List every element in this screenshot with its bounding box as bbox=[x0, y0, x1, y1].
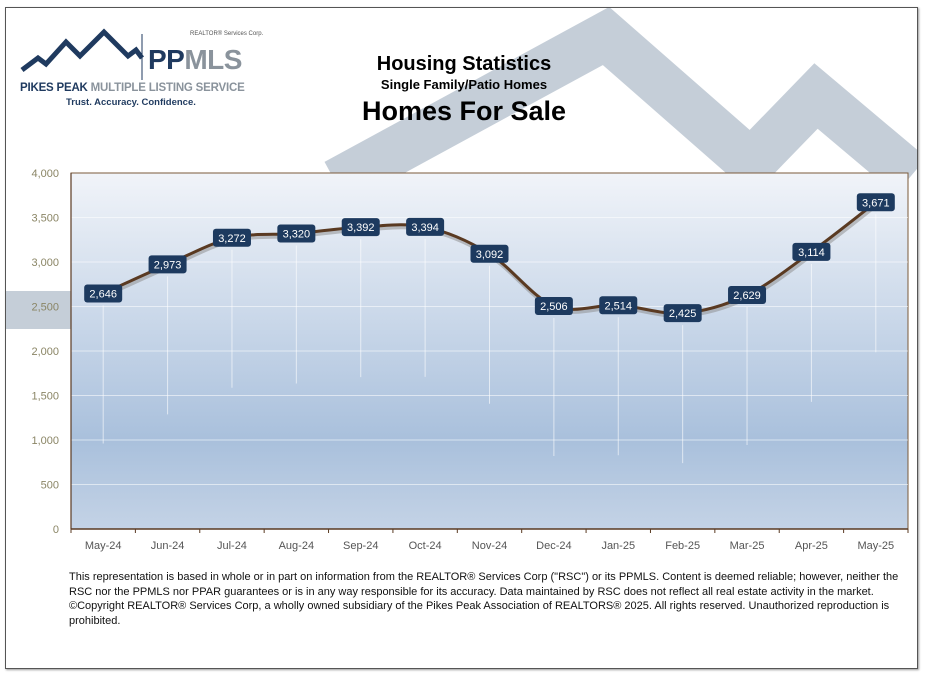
data-label-box bbox=[277, 224, 316, 243]
x-tick-label: Jul-24 bbox=[217, 540, 247, 552]
page-subtitle: Single Family/Patio Homes bbox=[380, 77, 548, 92]
x-tick-label: Jun-24 bbox=[151, 540, 185, 552]
data-label-box bbox=[856, 193, 895, 212]
data-label: 3,114 bbox=[798, 247, 825, 259]
x-tick-label: Nov-24 bbox=[472, 540, 507, 552]
data-label: 2,973 bbox=[154, 259, 182, 271]
x-tick-label: Feb-25 bbox=[665, 540, 700, 552]
y-tick-label: 2,000 bbox=[31, 346, 59, 358]
data-label-box bbox=[406, 217, 445, 236]
data-label: 3,272 bbox=[218, 233, 246, 245]
mountain-watermark-icon bbox=[6, 8, 917, 329]
data-label: 3,392 bbox=[347, 222, 375, 234]
logo-wordmark: PPMLS bbox=[148, 44, 242, 75]
data-label: 3,320 bbox=[283, 229, 311, 241]
x-tick-label: Oct-24 bbox=[409, 540, 442, 552]
data-label: 2,506 bbox=[540, 301, 568, 313]
corp-tag: REALTOR® Services Corp. bbox=[190, 31, 264, 37]
data-label-box bbox=[341, 218, 380, 237]
logo-subtitle: PIKES PEAK MULTIPLE LISTING SERVICE bbox=[20, 82, 245, 94]
x-tick-label: Apr-25 bbox=[795, 540, 828, 552]
y-tick-label: 3,000 bbox=[31, 257, 59, 269]
y-tick-label: 500 bbox=[41, 480, 59, 492]
data-label-box bbox=[599, 296, 638, 315]
disclaimer-text: This representation is based in whole or… bbox=[69, 571, 899, 627]
mountains-logo-icon bbox=[20, 28, 144, 80]
data-label-box bbox=[84, 284, 123, 303]
x-tick-label: Dec-24 bbox=[536, 540, 571, 552]
y-tick-label: 4,000 bbox=[31, 168, 59, 180]
y-tick-label: 0 bbox=[53, 524, 59, 536]
y-tick-label: 3,500 bbox=[31, 213, 59, 225]
x-tick-label: May-24 bbox=[85, 540, 122, 552]
data-label-box bbox=[534, 296, 573, 315]
data-label-box bbox=[470, 244, 509, 263]
page-title: Housing Statistics bbox=[376, 53, 552, 75]
data-label: 3,394 bbox=[411, 222, 439, 234]
y-tick-label: 1,000 bbox=[31, 435, 59, 447]
logo-tagline: Trust. Accuracy. Confidence. bbox=[66, 97, 196, 108]
data-label-box bbox=[728, 286, 767, 305]
data-label: 2,425 bbox=[669, 308, 697, 320]
data-label: 2,514 bbox=[605, 300, 633, 312]
y-tick-label: 1,500 bbox=[31, 391, 59, 403]
line-chart: 0 500 1,000 1,500 2,000 2,500 3,000 3,500 4,000 M… bbox=[31, 168, 909, 552]
data-label: 3,092 bbox=[476, 249, 504, 261]
chart-title: Homes For Sale bbox=[361, 96, 567, 126]
data-label-box bbox=[663, 304, 702, 323]
data-label: 3,671 bbox=[862, 197, 890, 209]
x-tick-label: Mar-25 bbox=[730, 540, 765, 552]
x-tick-label: Sep-24 bbox=[343, 540, 378, 552]
x-tick-label: Aug-24 bbox=[279, 540, 314, 552]
data-label-box bbox=[792, 242, 831, 261]
data-label-box bbox=[148, 255, 187, 274]
x-tick-label: May-25 bbox=[857, 540, 894, 552]
data-label: 2,646 bbox=[89, 289, 117, 301]
report-frame: REALTOR® Services Corp. PPMLS PIKES PEAK… bbox=[5, 7, 918, 669]
y-tick-label: 2,500 bbox=[31, 302, 59, 314]
x-tick-label: Jan-25 bbox=[601, 540, 635, 552]
data-label-box bbox=[212, 228, 251, 247]
ppmls-logo: REALTOR® Services Corp. PPMLS PIKES PEAK… bbox=[12, 22, 272, 112]
chart-header: Housing Statistics Single Family/Patio H… bbox=[264, 52, 664, 128]
data-label: 2,629 bbox=[733, 290, 761, 302]
